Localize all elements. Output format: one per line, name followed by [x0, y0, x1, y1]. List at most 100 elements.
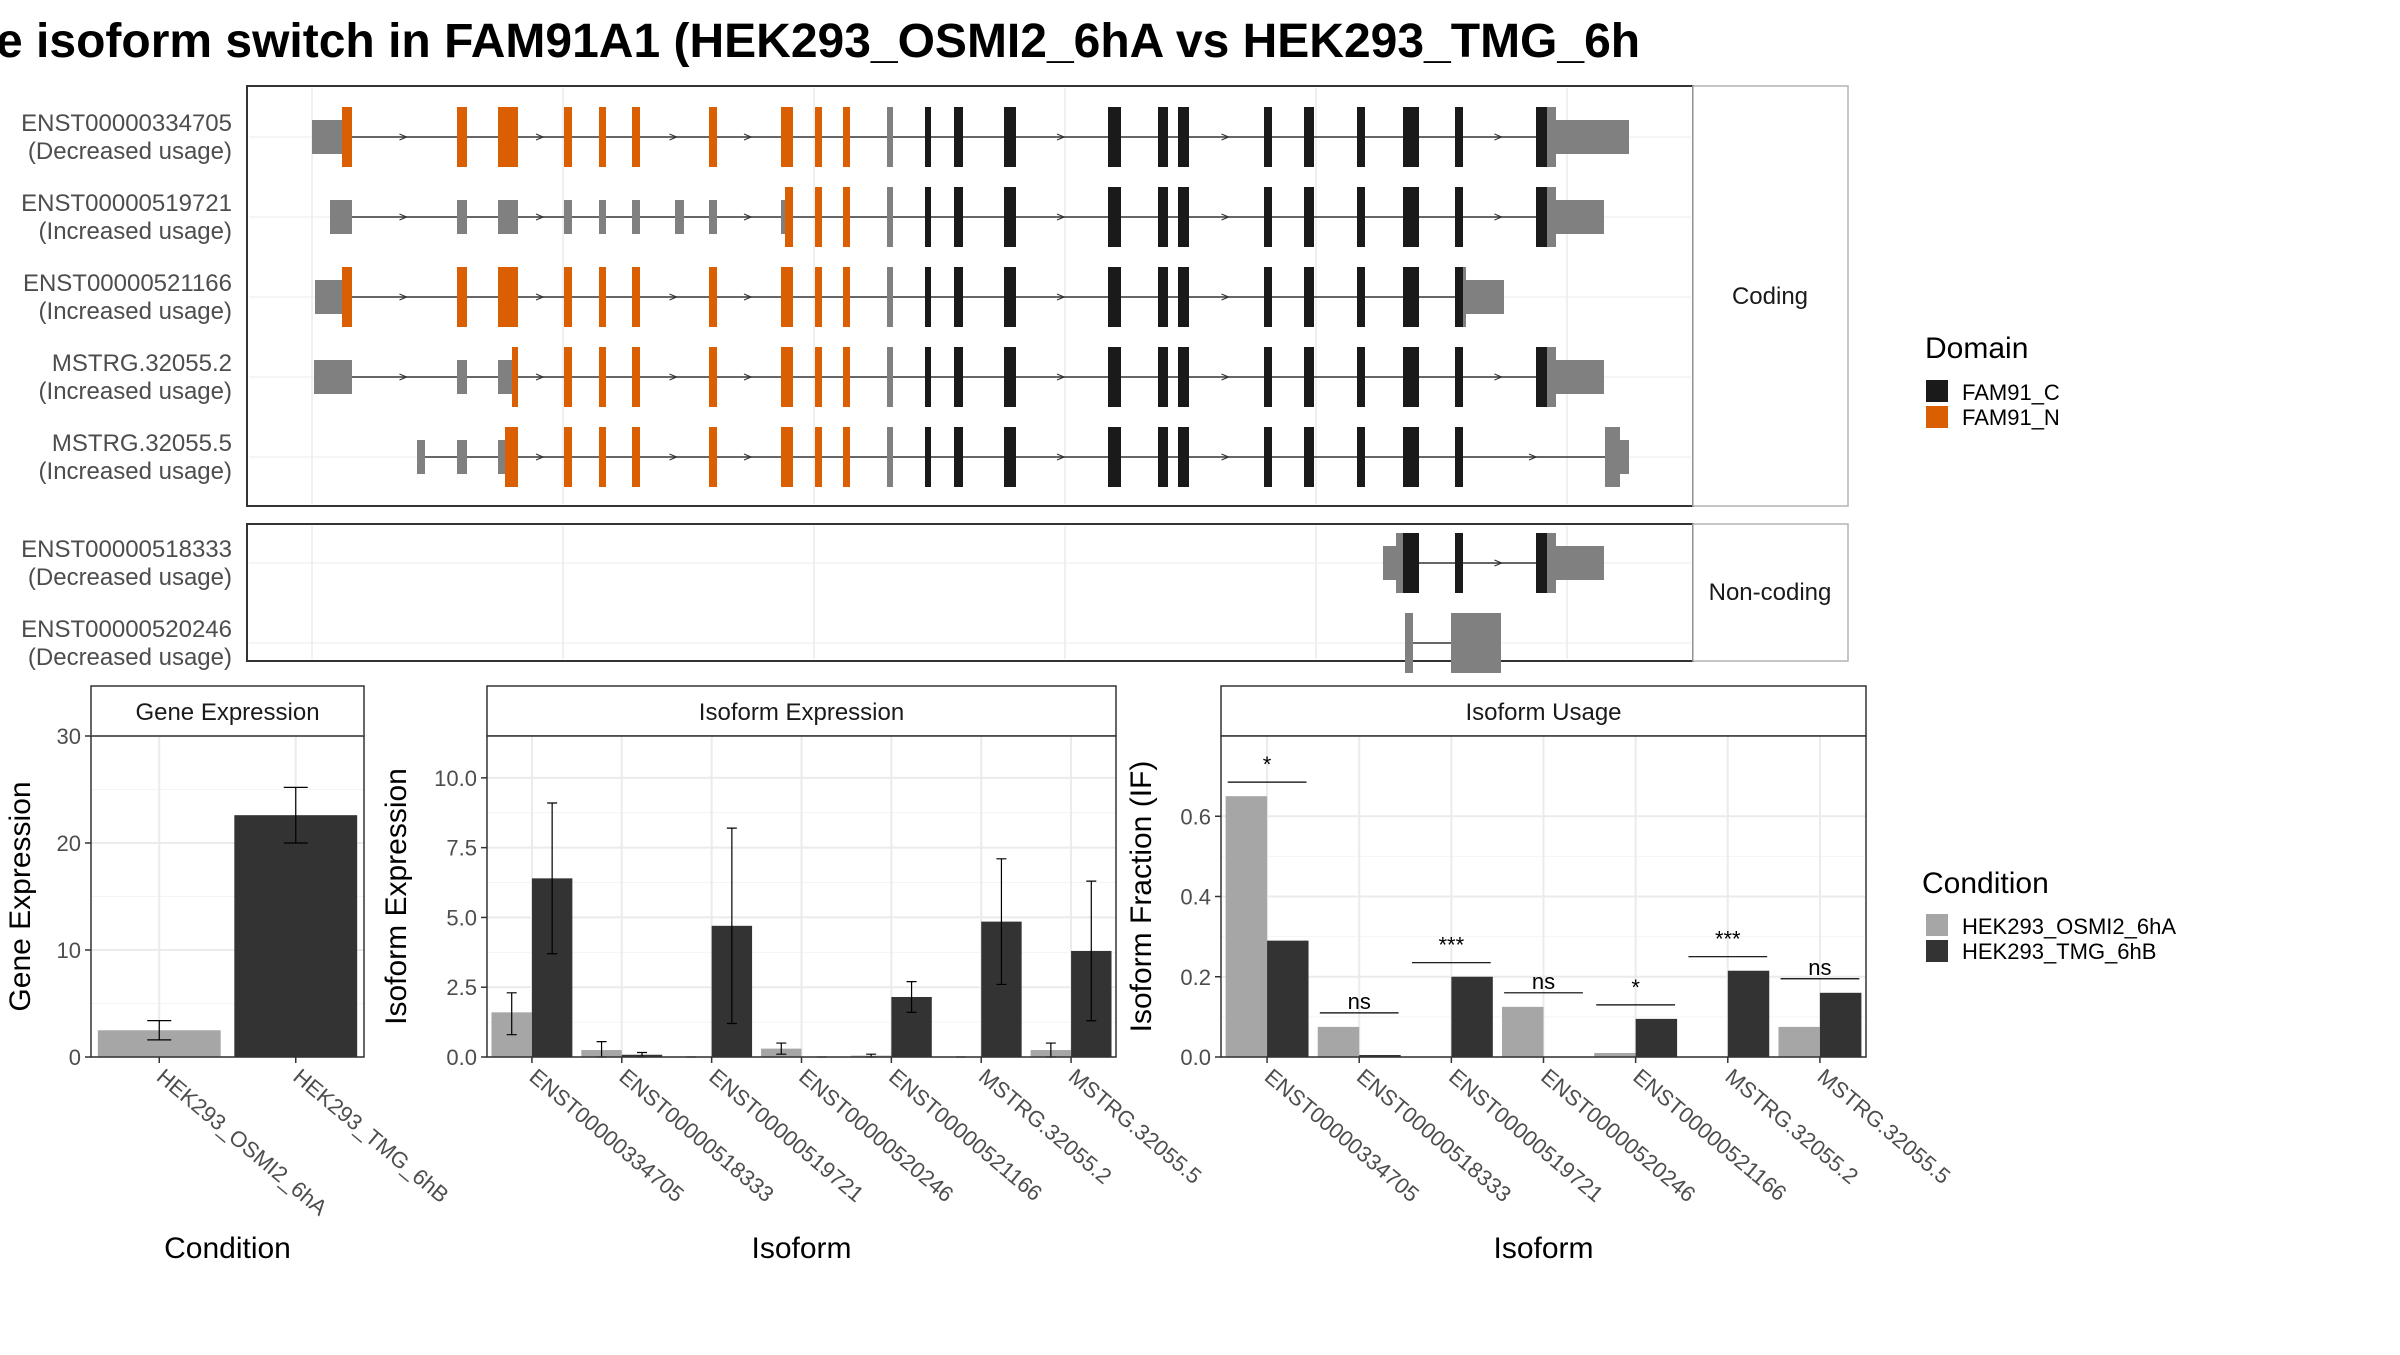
bar: [1359, 1054, 1401, 1057]
exon: [1547, 347, 1556, 407]
x-tick-label: ENST00000334705: [1260, 1064, 1424, 1207]
exon: [457, 440, 467, 474]
exon: [954, 187, 963, 247]
intron-arrow: [399, 293, 409, 301]
exon: [1178, 187, 1189, 247]
exon: [599, 267, 606, 327]
error-bar: [776, 1042, 787, 1055]
significance-label: ns: [1348, 989, 1371, 1014]
x-axis-title: Isoform: [751, 1232, 851, 1265]
exon: [887, 427, 893, 487]
intron-arrow: [743, 133, 753, 141]
exon: [457, 107, 467, 167]
exon: [843, 347, 850, 407]
bar: [1317, 1026, 1360, 1057]
exon: [457, 267, 467, 327]
exon: [954, 427, 963, 487]
exon: [498, 107, 518, 167]
significance-label: ns: [1532, 969, 1555, 994]
exon: [1004, 107, 1016, 167]
exon: [1304, 267, 1314, 327]
exon: [1455, 107, 1463, 167]
exon: [498, 440, 505, 474]
intron-arrow: [1221, 373, 1231, 381]
transcript-usage-label: (Increased usage): [39, 298, 232, 325]
error-bar: [147, 1020, 172, 1041]
transcript-usage-label: (Increased usage): [39, 378, 232, 405]
exon: [498, 200, 518, 234]
coding-strip: [1692, 85, 1849, 507]
exon: [925, 107, 931, 167]
exon: [564, 200, 572, 234]
intron-arrow: [535, 213, 545, 221]
exon: [498, 267, 518, 327]
exon: [1620, 440, 1629, 474]
exon: [599, 200, 606, 234]
exon: [925, 187, 931, 247]
exon: [1357, 187, 1365, 247]
exon: [1004, 427, 1016, 487]
exon: [1455, 427, 1463, 487]
legend-swatch-cond2: [1926, 940, 1948, 962]
exon: [312, 120, 342, 154]
y-tick-label: 5.0: [446, 905, 477, 930]
exon: [709, 267, 717, 327]
isoform-expression-panel: Isoform Expression 0.0 2.5 5.0 7.5 10.0 ENST00…: [380, 685, 1206, 1265]
exon: [417, 440, 425, 474]
exon: [815, 267, 822, 327]
error-bar: [1086, 880, 1097, 1022]
y-tick-label: 10.0: [434, 766, 477, 791]
intron-arrow: [535, 453, 545, 461]
intron-arrow: [1494, 559, 1504, 567]
intron-arrow: [669, 133, 679, 141]
intron-arrow: [743, 373, 753, 381]
exon: [1451, 613, 1501, 673]
x-tick-label: ENST00000519721: [1444, 1064, 1608, 1207]
exon: [1463, 267, 1466, 327]
transcript-tracks: [312, 107, 1629, 673]
exon: [564, 427, 572, 487]
exon: [632, 347, 640, 407]
exon: [1158, 107, 1168, 167]
x-axis-title: Isoform: [1493, 1232, 1593, 1265]
noncoding-strip-label: Non-coding: [1709, 579, 1832, 606]
bar: [1451, 976, 1493, 1057]
exon: [925, 267, 931, 327]
domain-legend: Domain FAM91_C FAM91_N: [1925, 332, 2060, 430]
exon: [1108, 187, 1121, 247]
exon: [843, 187, 850, 247]
significance-label: *: [1263, 752, 1272, 777]
legend-swatch-fam91-c: [1926, 380, 1948, 402]
bar: [1267, 940, 1309, 1057]
intron-arrow: [743, 293, 753, 301]
exon: [498, 360, 512, 394]
intron-arrow: [669, 453, 679, 461]
exon: [815, 107, 822, 167]
exon: [342, 107, 352, 167]
figure-title: e isoform switch in FAM91A1 (HEK293_OSMI…: [0, 15, 1640, 68]
intron-arrow: [1056, 373, 1066, 381]
panel-strip: [1220, 685, 1867, 737]
y-axis-title: Gene Expression: [4, 781, 37, 1011]
exon: [1304, 187, 1314, 247]
exon: [1403, 427, 1419, 487]
y-tick-label: 20: [57, 831, 81, 856]
significance-label: ***: [1715, 927, 1741, 952]
exon: [1403, 533, 1419, 593]
legend-swatch-fam91-n: [1926, 406, 1948, 428]
condition-legend: Condition HEK293_OSMI2_6hA HEK293_TMG_6h…: [1922, 867, 2176, 964]
bar: [234, 815, 358, 1057]
transcript-id-label: ENST00000334705: [21, 110, 232, 137]
intron-arrow: [1221, 133, 1231, 141]
panel-strip: [486, 685, 1117, 737]
bar: [1727, 970, 1770, 1057]
intron-arrow: [1056, 213, 1066, 221]
panel-title: Isoform Expression: [699, 699, 904, 726]
exon: [512, 347, 518, 407]
exon: [1547, 187, 1556, 247]
intron-arrow: [1056, 293, 1066, 301]
legend-label-fam91-c: FAM91_C: [1962, 380, 2060, 405]
exon: [314, 360, 352, 394]
x-tick-label: ENST00000520246: [794, 1064, 958, 1207]
